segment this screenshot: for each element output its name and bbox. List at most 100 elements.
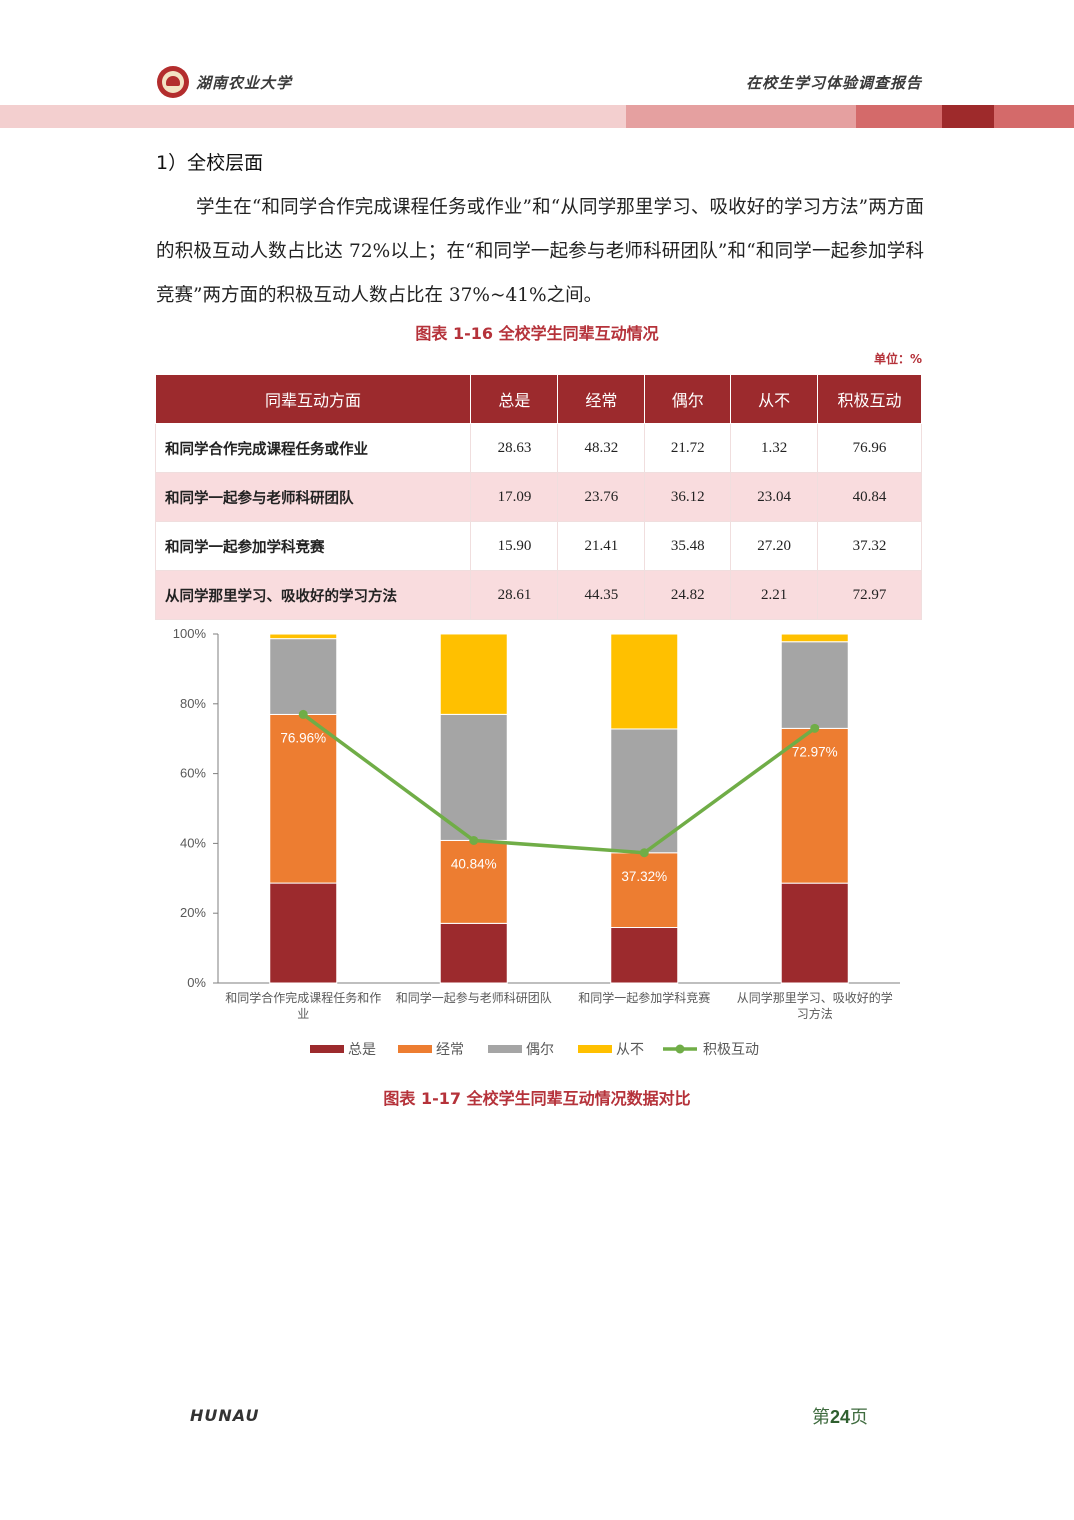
table-cell: 28.63 [470,423,559,473]
bar-segment [610,633,679,730]
table-cell: 37.32 [817,521,922,571]
table-cell: 44.35 [557,570,646,620]
line-point [810,723,820,733]
table-header-row: 同辈互动方面 总是 经常 偶尔 从不 积极互动 [155,375,922,424]
legend-label: 偶尔 [526,1042,554,1058]
x-category-label: 和同学合作完成课程任务和作 [225,990,381,1005]
table-cell: 76.96 [817,423,922,473]
line-series-positive-interaction [302,713,816,855]
bar-segment [269,638,338,715]
x-category-label: 业 [297,1007,309,1021]
y-tick-label: 0% [187,975,206,990]
page-prefix: 第 [812,1407,830,1428]
x-category-label: 和同学一起参与老师科研团队 [396,990,552,1005]
header-band [0,105,626,128]
university-logo-icon [157,66,189,98]
table-cell: 27.20 [730,521,819,571]
page-number-label: 第24页 [812,1403,868,1429]
table-cell: 2.21 [730,570,819,620]
column-header: 总是 [470,375,559,424]
body-paragraph: 学生在“和同学合作完成课程任务或作业”和“从同学那里学习、吸收好的学习方法”两方… [156,197,924,306]
column-header: 经常 [557,375,646,424]
row-label: 和同学一起参加学科竞赛 [154,521,472,571]
table-row: 和同学一起参与老师科研团队 17.09 23.76 36.12 23.04 40… [154,472,922,522]
table-row: 和同学合作完成课程任务或作业 28.63 48.32 21.72 1.32 76… [154,423,922,473]
bar-segment [780,641,849,729]
bar-segment [610,728,679,854]
legend-swatch [310,1045,344,1053]
table-cell: 1.32 [730,423,819,473]
table-cell: 21.72 [644,423,732,473]
y-tick-label: 60% [180,766,206,781]
table-cell: 40.84 [817,472,922,522]
table-cell: 24.82 [644,570,732,620]
column-header: 同辈互动方面 [155,375,472,424]
unit-label: 单位：% [873,352,922,366]
section-title: 1）全校层面 [156,152,264,174]
line-data-label: 40.84% [451,856,497,871]
legend-label: 从不 [616,1042,644,1058]
bar-segment [269,882,338,984]
row-label: 和同学一起参与老师科研团队 [154,472,472,522]
line-data-label: 72.97% [792,744,838,759]
bar-segment [780,882,849,984]
table-row: 从同学那里学习、吸收好的学习方法 28.61 44.35 24.82 2.21 … [154,570,922,620]
legend-line-marker [675,1044,685,1054]
line-point [469,835,479,845]
table-cell: 17.09 [470,472,559,522]
bar-segment [439,713,508,841]
bar-segment [439,633,508,715]
line-point [298,709,308,719]
page-number: 24 [830,1407,851,1427]
table-row: 和同学一起参加学科竞赛 15.90 21.41 35.48 27.20 37.3… [154,521,922,571]
header-band [856,105,942,128]
x-category-label: 从同学那里学习、吸收好的学 [737,990,893,1005]
table-caption: 图表 1-16 全校学生同辈互动情况 [415,324,659,343]
header-band [626,105,856,128]
table-cell: 48.32 [557,423,646,473]
column-header: 积极互动 [817,375,922,424]
peer-interaction-table: 同辈互动方面 总是 经常 偶尔 从不 积极互动 和同学合作完成课程任务或作业 2… [154,375,922,620]
table-cell: 21.41 [557,521,646,571]
legend-label: 经常 [436,1042,464,1058]
header-band [994,105,1074,128]
header-band [942,105,994,128]
y-tick-label: 80% [180,696,206,711]
y-tick-label: 100% [173,626,207,641]
bar-segment [439,839,508,924]
legend-label: 积极互动 [703,1042,759,1058]
bar-segment [610,852,679,929]
bar-segment [269,633,338,640]
line-data-label: 37.32% [621,869,667,884]
footer-brand: HUNAU [190,1406,260,1425]
bar-segment [439,922,508,984]
table-cell: 35.48 [644,521,732,571]
column-header: 从不 [730,375,819,424]
row-label: 从同学那里学习、吸收好的学习方法 [154,570,472,620]
y-tick-label: 40% [180,835,206,850]
bar-segment [780,727,849,884]
table-cell: 23.04 [730,472,819,522]
bar-segment [269,713,338,884]
table-cell: 23.76 [557,472,646,522]
table-cell: 72.97 [817,570,922,620]
bar-segment [610,927,679,984]
y-tick-label: 20% [180,905,206,920]
row-label: 和同学合作完成课程任务或作业 [154,423,472,473]
report-title: 在校生学习体验调查报告 [745,74,922,92]
table-cell: 28.61 [470,570,559,620]
legend-label: 总是 [348,1042,376,1058]
chart-caption: 图表 1-17 全校学生同辈互动情况数据对比 [383,1089,691,1108]
page-suffix: 页 [850,1407,869,1428]
table-cell: 15.90 [470,521,559,571]
bar-segment [780,633,849,643]
legend-swatch [398,1045,432,1053]
line-point [639,848,649,858]
university-name: 湖南农业大学 [196,74,293,92]
x-category-label: 习方法 [797,1006,833,1021]
column-header: 偶尔 [644,375,732,424]
line-data-label: 76.96% [280,730,326,745]
x-category-label: 和同学一起参加学科竞赛 [578,990,710,1005]
page-header: 湖南农业大学 在校生学习体验调查报告 [0,0,1074,130]
